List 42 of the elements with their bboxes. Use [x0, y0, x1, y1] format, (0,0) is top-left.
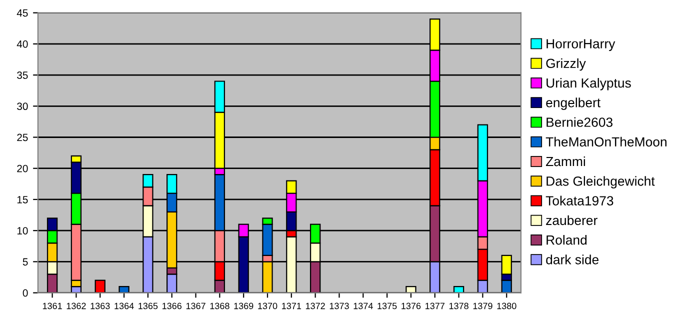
y-tick-label: 45	[16, 9, 28, 17]
x-tick-label: 1364	[114, 302, 134, 310]
legend-label: Das Gleichgewicht	[546, 176, 655, 188]
legend-label: Urian Kalyptus	[546, 78, 631, 90]
x-tick-label: 1378	[449, 302, 468, 310]
x-tick-label: 1376	[402, 302, 421, 310]
x-tick-label: 1373	[330, 302, 349, 310]
legend-label: zauberer	[546, 215, 598, 226]
legend-label: Roland	[546, 235, 587, 245]
x-tick-label: 1366	[162, 302, 182, 310]
x-tick-label: 1370	[258, 302, 278, 310]
legend-label: TheManOnTheMoon	[546, 136, 666, 147]
y-tick-label: 25	[17, 134, 28, 142]
x-tick-label: 1362	[66, 302, 86, 310]
legend-label: HorrorHarry	[546, 39, 616, 52]
y-tick-label: 20	[17, 164, 28, 172]
y-tick-label: 30	[17, 102, 28, 110]
y-tick-label: 35	[17, 72, 28, 79]
x-tick-label: 1372	[306, 302, 325, 310]
x-tick-label: 1361	[42, 302, 62, 310]
x-tick-label: 1367	[186, 302, 206, 310]
legend-label: Zammi	[546, 156, 585, 166]
legend-label: engelbert	[546, 98, 600, 110]
x-tick-label: 1365	[138, 302, 158, 310]
x-tick-label: 1368	[210, 302, 230, 310]
x-tick-label: 1375	[378, 302, 397, 310]
y-tick-label: 5	[22, 258, 28, 266]
x-tick-label: 1371	[282, 302, 302, 310]
x-tick-label: 1380	[497, 302, 516, 310]
x-tick-label: 1363	[90, 302, 110, 310]
y-tick-label: 40	[16, 40, 28, 48]
legend-label: Grizzly	[546, 58, 586, 71]
legend-label: Tokata1973	[546, 196, 614, 206]
y-tick-label: 0	[22, 289, 28, 297]
y-tick-label: 10	[17, 227, 28, 234]
x-tick-label: 1369	[234, 302, 254, 310]
x-tick-label: 1377	[426, 302, 444, 310]
legend-label: dark side	[546, 254, 599, 264]
x-tick-label: 1374	[354, 302, 373, 310]
y-tick-label: 15	[17, 196, 28, 204]
legend-label: Bernie2603	[546, 117, 612, 127]
x-tick-label: 1379	[473, 302, 492, 310]
